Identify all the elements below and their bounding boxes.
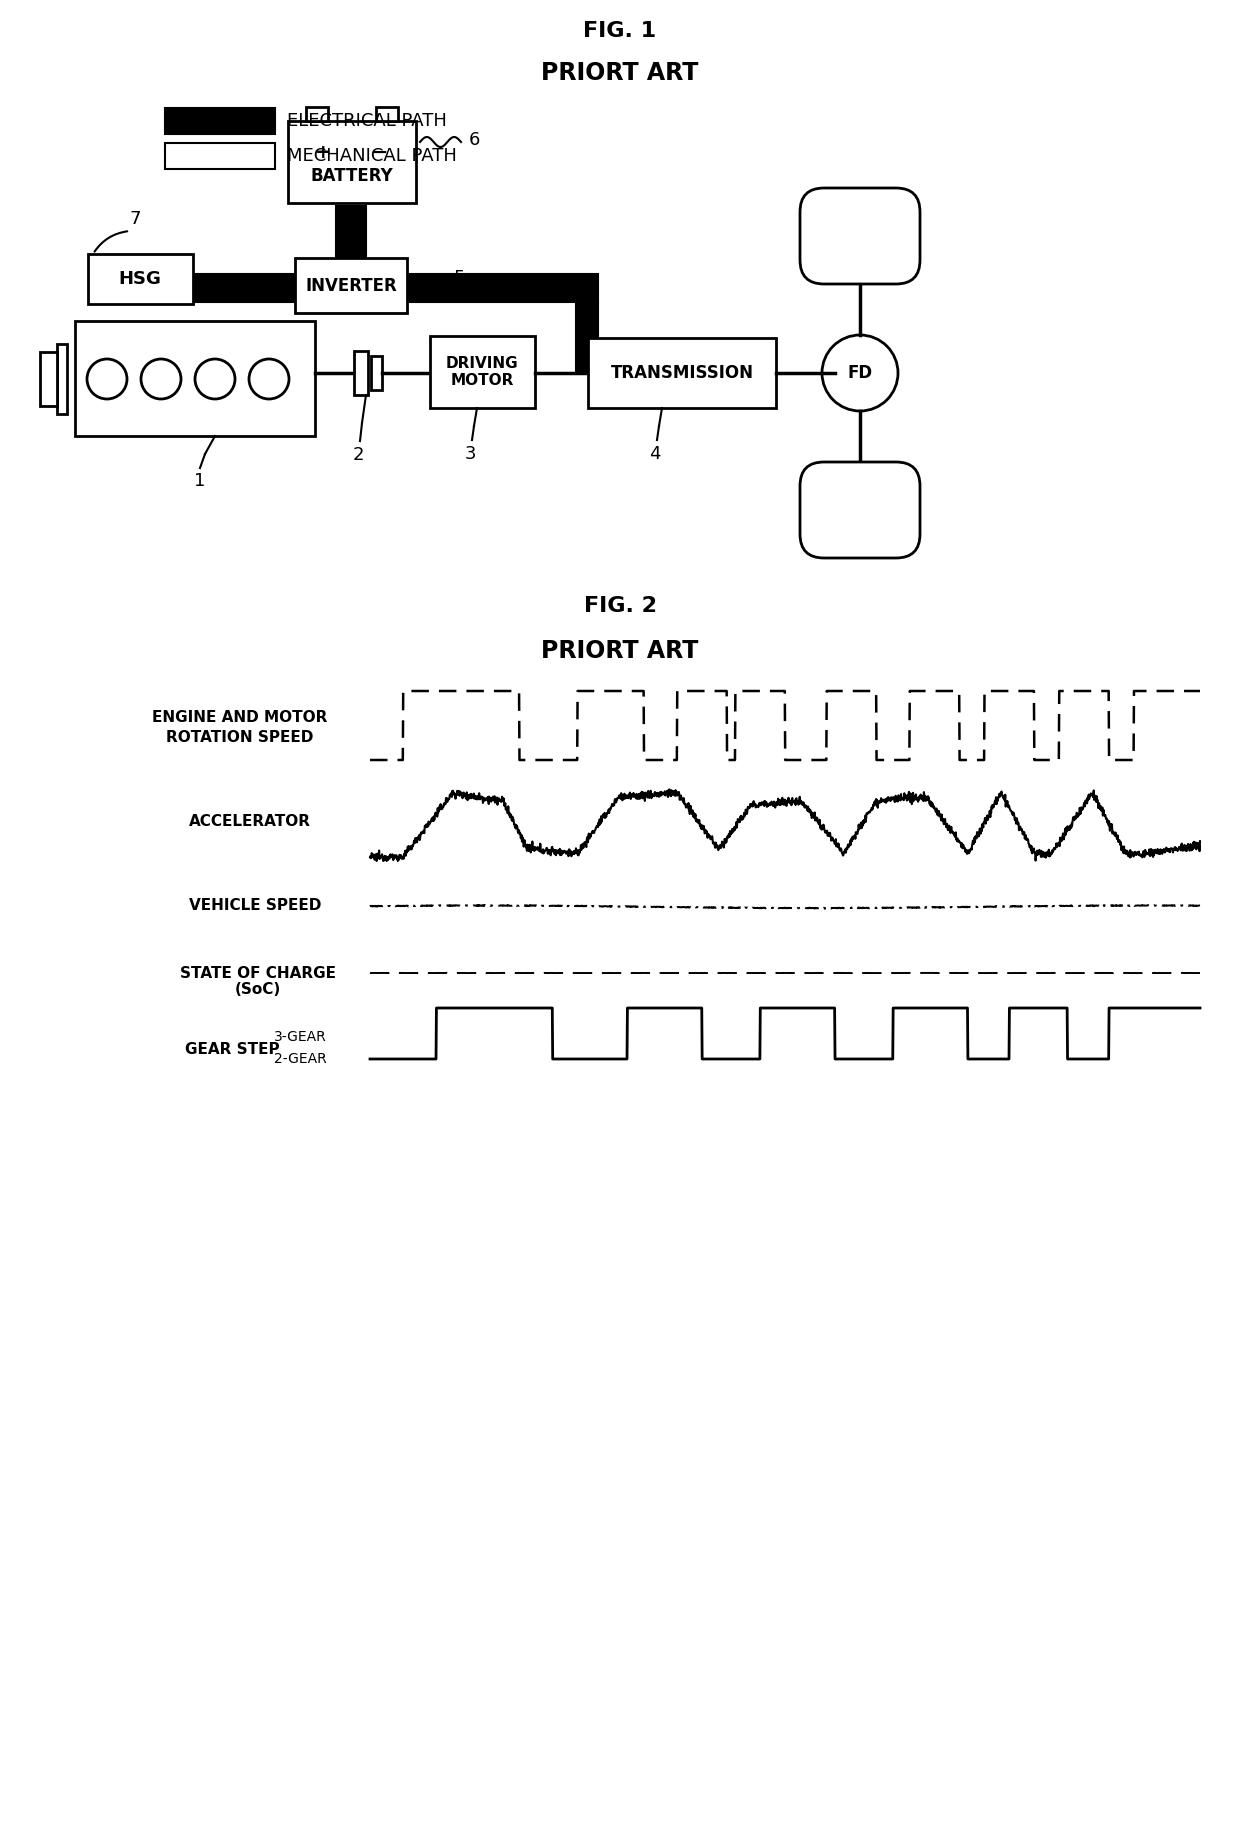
Text: DRIVING
MOTOR: DRIVING MOTOR (445, 355, 518, 388)
Text: ACCELERATOR: ACCELERATOR (188, 814, 311, 829)
FancyBboxPatch shape (800, 463, 920, 557)
Text: 2: 2 (352, 446, 363, 464)
Text: FIG. 1: FIG. 1 (584, 22, 656, 42)
Bar (577, 302, 598, 371)
Text: ENGINE AND MOTOR: ENGINE AND MOTOR (153, 710, 327, 725)
Bar (306, 107, 329, 120)
Text: BATTERY: BATTERY (311, 168, 393, 186)
Text: FIG. 2: FIG. 2 (584, 595, 656, 615)
Bar (57, 344, 67, 413)
Bar (88, 253, 193, 304)
Bar (193, 273, 598, 302)
Text: ROTATION SPEED: ROTATION SPEED (166, 730, 314, 745)
Bar (371, 355, 382, 390)
Bar (336, 206, 366, 259)
Text: TRANSMISSION: TRANSMISSION (610, 364, 754, 382)
Text: MECHANICAL PATH: MECHANICAL PATH (286, 148, 456, 166)
Text: 5: 5 (454, 270, 465, 288)
Text: 3-GEAR: 3-GEAR (274, 1031, 326, 1043)
Text: ELECTRICAL PATH: ELECTRICAL PATH (286, 113, 446, 129)
Text: 1: 1 (195, 472, 206, 490)
Text: VEHICLE SPEED: VEHICLE SPEED (188, 898, 321, 914)
Bar (40, 351, 57, 406)
Text: 6: 6 (469, 131, 480, 149)
Text: 3: 3 (464, 444, 476, 463)
Text: 4: 4 (650, 444, 661, 463)
Text: INVERTER: INVERTER (305, 277, 397, 295)
Bar (376, 107, 398, 120)
Bar (430, 337, 534, 408)
Text: STATE OF CHARGE: STATE OF CHARGE (180, 965, 336, 980)
Text: PRIORT ART: PRIORT ART (542, 60, 698, 86)
Text: 2-GEAR: 2-GEAR (274, 1053, 326, 1065)
Bar (165, 107, 275, 135)
Text: (SoC): (SoC) (234, 982, 281, 996)
Text: PRIORT ART: PRIORT ART (542, 639, 698, 663)
Bar (74, 320, 315, 435)
Text: 7: 7 (129, 209, 141, 228)
Bar (295, 259, 407, 313)
Bar (353, 351, 368, 395)
Bar (165, 144, 275, 169)
Text: FD: FD (847, 364, 873, 382)
Text: GEAR STEP: GEAR STEP (185, 1042, 279, 1056)
Text: HSG: HSG (119, 270, 161, 288)
Text: +      −: + − (315, 142, 388, 162)
Bar (588, 339, 776, 408)
Bar (288, 120, 415, 202)
FancyBboxPatch shape (800, 188, 920, 284)
